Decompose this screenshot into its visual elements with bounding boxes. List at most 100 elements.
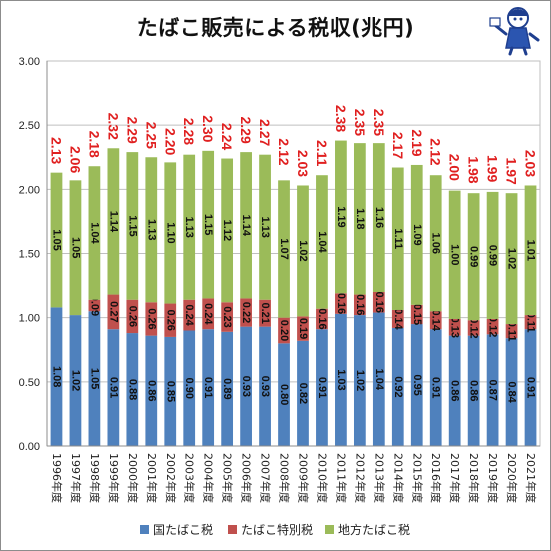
segment-value-label: 0.16: [335, 293, 347, 314]
segment-value-label: 1.09: [411, 224, 423, 245]
y-tick-label: 0.50: [19, 377, 40, 389]
bar-segment: [183, 330, 196, 446]
bar-segment: [335, 293, 347, 314]
segment-value-label: 1.02: [354, 370, 366, 391]
segment-value-label: 1.14: [107, 211, 119, 233]
legend-item: たばこ特別税: [228, 521, 313, 538]
segment-value-label: 1.15: [202, 214, 214, 235]
segment-value-label: 0.86: [468, 380, 480, 401]
segment-value-label: 0.26: [164, 310, 176, 331]
segment-value-label: 0.27: [107, 301, 119, 322]
total-value-label: 1.98: [466, 156, 482, 183]
segment-value-label: 0.85: [164, 381, 176, 402]
total-value-label: 2.19: [409, 129, 425, 156]
x-tick-label: 2020年度: [505, 453, 519, 503]
bar-segment: [410, 304, 423, 325]
total-value-label: 2.25: [143, 122, 159, 149]
segment-value-label: 0.99: [487, 245, 499, 266]
segment-value-label: 1.04: [316, 231, 328, 253]
x-tick-label: 2014年度: [391, 453, 405, 503]
segment-value-label: 1.10: [164, 222, 176, 243]
x-tick-label: 2009年度: [296, 453, 310, 503]
segment-value-label: 0.26: [126, 306, 138, 327]
bar-segment: [391, 309, 404, 328]
y-tick-label: 2.00: [19, 184, 40, 196]
segment-value-label: 0.16: [354, 294, 366, 315]
x-tick-label: 2004年度: [202, 453, 216, 503]
segment-value-label: 0.21: [259, 302, 271, 323]
bar-segment: [335, 140, 347, 294]
bar-segment: [448, 190, 461, 319]
segment-value-label: 1.14: [240, 215, 252, 237]
segment-value-label: 0.84: [506, 381, 518, 403]
bar-segment: [183, 299, 196, 331]
bar-segment: [316, 175, 328, 309]
legend-label: 地方たばこ税: [338, 523, 411, 537]
segment-value-label: 0.16: [316, 308, 328, 329]
bar-segment: [259, 326, 271, 446]
bar-segment: [505, 338, 518, 446]
segment-value-label: 1.11: [392, 228, 404, 249]
segment-value-label: 0.91: [430, 377, 442, 398]
bar-segment: [524, 185, 537, 316]
segment-value-label: 0.24: [183, 304, 195, 326]
bar-segment: [278, 317, 290, 344]
segment-value-label: 1.13: [259, 216, 271, 237]
x-tick-label: 2007年度: [259, 453, 273, 503]
total-value-label: 2.12: [428, 138, 444, 165]
bar-segment: [391, 327, 404, 446]
segment-value-label: 1.16: [373, 207, 385, 228]
segment-value-label: 0.90: [183, 378, 195, 399]
y-tick-label: 1.50: [19, 249, 40, 261]
legend-label: たばこ特別税: [241, 523, 314, 537]
x-tick-label: 2006年度: [240, 453, 254, 503]
bar-segment: [316, 329, 328, 446]
segment-value-label: 0.80: [278, 384, 290, 405]
total-value-label: 2.35: [352, 109, 368, 136]
bar-segment: [486, 318, 499, 335]
x-tick-label: 2016年度: [429, 453, 443, 503]
total-value-label: 2.06: [67, 146, 83, 173]
segment-value-label: 0.91: [525, 377, 537, 398]
segment-value-label: 0.15: [411, 304, 423, 325]
segment-value-label: 0.24: [202, 303, 214, 325]
x-tick-label: 2000年度: [126, 453, 140, 503]
segment-value-label: 1.02: [297, 240, 309, 261]
bar-segment: [467, 335, 480, 446]
total-value-label: 2.30: [200, 115, 216, 142]
segment-value-label: 0.93: [240, 376, 252, 397]
bar-segment: [505, 324, 518, 339]
x-tick-label: 1998年度: [88, 453, 102, 503]
segment-value-label: 0.22: [240, 302, 252, 323]
bar-segment: [145, 302, 158, 336]
total-value-label: 2.11: [314, 140, 330, 167]
segment-value-label: 0.91: [202, 377, 214, 398]
bar-segment: [145, 335, 158, 446]
chart-legend: 国たばこ税 たばこ特別税 地方たばこ税: [0, 521, 551, 541]
x-tick-label: 1996年度: [50, 453, 64, 503]
segment-value-label: 1.02: [69, 370, 81, 391]
segment-value-label: 0.86: [449, 380, 461, 401]
segment-value-label: 1.13: [145, 219, 157, 240]
segment-value-label: 1.19: [335, 206, 347, 227]
bar-segment: [164, 303, 177, 337]
legend-swatch: [228, 525, 237, 534]
segment-value-label: 1.13: [183, 216, 195, 237]
bar-segment: [372, 292, 385, 313]
bar-segment: [202, 329, 215, 446]
total-value-label: 1.97: [504, 158, 520, 185]
bar-segment: [297, 185, 309, 317]
x-tick-label: 2002年度: [164, 453, 178, 503]
bar-segment: [524, 315, 537, 330]
bar-segment: [505, 193, 518, 325]
segment-value-label: 1.08: [50, 366, 62, 387]
bar-segment: [278, 180, 290, 318]
x-tick-label: 2011年度: [334, 453, 348, 503]
total-value-label: 2.18: [86, 131, 102, 158]
x-tick-label: 2019年度: [486, 453, 500, 503]
total-value-label: 2.20: [162, 128, 178, 155]
legend-item: 地方たばこ税: [325, 521, 410, 538]
total-value-label: 2.12: [276, 138, 292, 165]
segment-value-label: 1.05: [50, 229, 62, 250]
total-value-label: 2.35: [371, 109, 387, 136]
